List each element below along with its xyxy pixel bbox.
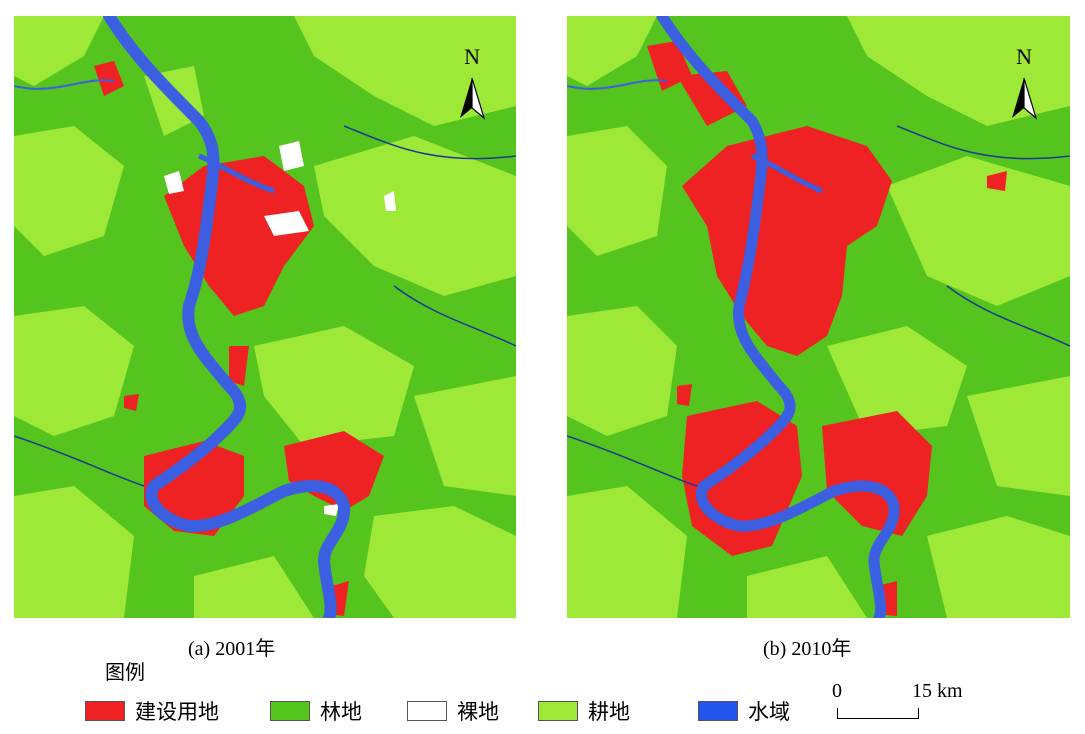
legend-swatch: [698, 701, 738, 721]
scale-start-label: 0: [832, 680, 842, 702]
north-arrow: N: [460, 44, 486, 120]
bare-layer: [164, 141, 396, 516]
stream: [14, 79, 115, 90]
river: [656, 16, 900, 618]
stream: [14, 435, 145, 487]
legend-label: 水域: [748, 700, 790, 724]
legend-item-bare: 裸地: [407, 696, 499, 726]
scale-bar: 0 15 km: [832, 680, 978, 724]
legend-swatch: [270, 701, 310, 721]
north-label: N: [1016, 44, 1032, 69]
tributary: [751, 153, 823, 194]
map-caption-2010: (b) 2010年: [763, 638, 852, 660]
legend-swatch: [538, 701, 578, 721]
farmland-layer: [567, 16, 1070, 618]
legend-label: 建设用地: [135, 700, 219, 724]
map-2010: N: [567, 16, 1070, 618]
legend-label: 耕地: [588, 700, 630, 724]
farmland-layer: [14, 16, 516, 618]
legend-label: 林地: [320, 700, 362, 724]
stream: [343, 125, 516, 160]
legend-item-forest: 林地: [270, 696, 362, 726]
map-caption-2001: (a) 2001年: [188, 638, 276, 660]
legend-item-farmland: 耕地: [538, 696, 630, 726]
legend-label: 裸地: [457, 700, 499, 724]
river: [103, 16, 351, 618]
stream: [393, 285, 516, 347]
tributary: [198, 153, 275, 194]
north-label: N: [464, 44, 480, 69]
legend-item-water: 水域: [698, 696, 790, 726]
legend-swatch: [407, 701, 447, 721]
map-2001: N: [14, 16, 516, 618]
stream: [567, 79, 668, 90]
legend-item-built-up: 建设用地: [85, 696, 219, 726]
stream: [896, 125, 1070, 160]
scale-end-label: 15 km: [912, 680, 963, 702]
north-arrow: N: [1012, 44, 1038, 120]
legend-swatch: [85, 701, 125, 721]
legend-title: 图例: [105, 660, 145, 684]
scale-bar-line: [837, 708, 919, 719]
stream: [946, 285, 1070, 347]
stream: [567, 435, 698, 487]
